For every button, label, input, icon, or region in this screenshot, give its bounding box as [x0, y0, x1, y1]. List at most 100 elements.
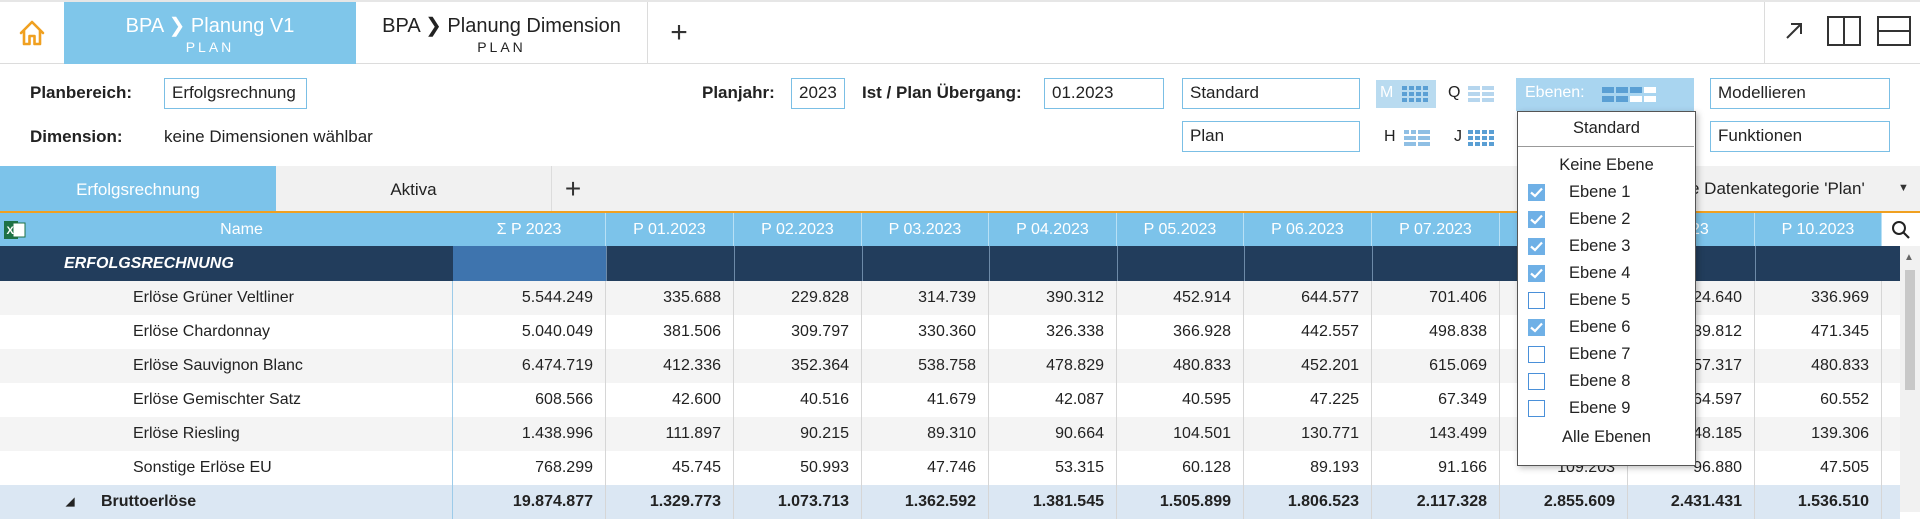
checkbox[interactable]	[1528, 400, 1545, 417]
value-cell[interactable]: 60.552	[1755, 383, 1882, 417]
value-cell[interactable]: 130.771	[1244, 417, 1372, 451]
value-cell[interactable]: 1.073.713	[734, 485, 862, 519]
checkbox[interactable]	[1528, 211, 1545, 228]
column-header-name[interactable]: Name	[30, 213, 453, 246]
column-header-p05[interactable]: P 05.2023	[1117, 213, 1244, 246]
doc-tab-planung-dimension[interactable]: BPA ❯ Planung Dimension PLAN	[356, 2, 648, 64]
value-cell[interactable]: 45.745	[606, 451, 734, 485]
value-cell[interactable]: 478.829	[989, 349, 1117, 383]
value-cell[interactable]: 644.577	[1244, 281, 1372, 315]
value-cell[interactable]: 1.505.899	[1117, 485, 1244, 519]
value-cell[interactable]: 768.299	[453, 451, 606, 485]
value-cell[interactable]: 60.128	[1117, 451, 1244, 485]
planjahr-select[interactable]: 2023	[791, 78, 845, 109]
value-cell[interactable]: 471.345	[1755, 315, 1882, 349]
value-cell[interactable]: 111.897	[606, 417, 734, 451]
collapse-triangle-icon[interactable]: ◢	[66, 496, 75, 508]
ebene-option-6[interactable]: Ebene 6	[1518, 314, 1695, 341]
value-cell[interactable]: 57.317	[1628, 349, 1755, 383]
value-cell[interactable]: 366.928	[1117, 315, 1244, 349]
ebene-option-4[interactable]: Ebene 4	[1518, 260, 1695, 287]
funktionen-button[interactable]: Funktionen	[1710, 121, 1890, 152]
excel-export-icon[interactable]: X	[4, 219, 26, 241]
split-vertical-icon[interactable]	[1827, 16, 1861, 46]
value-cell[interactable]: 608.566	[453, 383, 606, 417]
home-button[interactable]	[0, 2, 64, 64]
value-cell[interactable]: 67.349	[1372, 383, 1500, 417]
dropdown-item-alle-ebenen[interactable]: Alle Ebenen	[1562, 428, 1651, 446]
planbereich-select[interactable]: Erfolgsrechnung	[164, 78, 307, 109]
value-cell[interactable]: 442.557	[1244, 315, 1372, 349]
value-cell[interactable]: 701.406	[1372, 281, 1500, 315]
value-cell[interactable]: 452.914	[1117, 281, 1244, 315]
column-header-p03[interactable]: P 03.2023	[862, 213, 989, 246]
period-half-button[interactable]: H	[1382, 124, 1438, 152]
value-cell[interactable]: 330.360	[862, 315, 989, 349]
value-cell[interactable]: 24.640	[1628, 281, 1755, 315]
value-cell[interactable]: 39.812	[1628, 315, 1755, 349]
value-cell[interactable]: 64.597	[1628, 383, 1755, 417]
value-cell[interactable]: 498.838	[1372, 315, 1500, 349]
value-cell[interactable]: 1.536.510	[1755, 485, 1882, 519]
period-year-button[interactable]: J	[1452, 124, 1508, 152]
value-cell[interactable]: 1.329.773	[606, 485, 734, 519]
ebene-option-5[interactable]: Ebene 5	[1518, 287, 1695, 314]
value-cell[interactable]: 314.739	[862, 281, 989, 315]
value-cell[interactable]: 2.855.609	[1500, 485, 1628, 519]
value-cell[interactable]: 53.315	[989, 451, 1117, 485]
ebene-option-7[interactable]: Ebene 7	[1518, 341, 1695, 368]
value-cell[interactable]: 1.362.592	[862, 485, 989, 519]
column-header-total[interactable]: Σ P 2023	[453, 213, 606, 246]
checkbox[interactable]	[1528, 319, 1545, 336]
column-header-p01[interactable]: P 01.2023	[606, 213, 734, 246]
value-cell[interactable]: 229.828	[734, 281, 862, 315]
value-cell[interactable]: 1.381.545	[989, 485, 1117, 519]
value-cell[interactable]: 41.679	[862, 383, 989, 417]
value-cell[interactable]: 2.117.328	[1372, 485, 1500, 519]
table-search-button[interactable]	[1882, 213, 1920, 246]
value-cell[interactable]: 48.185	[1628, 417, 1755, 451]
period-month-button[interactable]: M	[1376, 80, 1436, 108]
column-header-p04[interactable]: P 04.2023	[989, 213, 1117, 246]
checkbox[interactable]	[1528, 238, 1545, 255]
scrollbar-thumb[interactable]	[1905, 270, 1915, 390]
value-cell[interactable]: 480.833	[1117, 349, 1244, 383]
value-cell[interactable]: 104.501	[1117, 417, 1244, 451]
value-cell[interactable]: 412.336	[606, 349, 734, 383]
value-cell[interactable]: 40.516	[734, 383, 862, 417]
value-cell[interactable]: 381.506	[606, 315, 734, 349]
value-cell[interactable]: 326.338	[989, 315, 1117, 349]
value-cell[interactable]: 89.193	[1244, 451, 1372, 485]
value-cell[interactable]: 47.746	[862, 451, 989, 485]
ebenen-dropdown-button[interactable]: Ebenen:	[1516, 78, 1694, 111]
view-select[interactable]: Standard	[1182, 78, 1360, 109]
uebergang-select[interactable]: 01.2023	[1044, 78, 1164, 109]
value-cell[interactable]: 42.600	[606, 383, 734, 417]
value-cell[interactable]: 480.833	[1755, 349, 1882, 383]
value-cell[interactable]: 5.544.249	[453, 281, 606, 315]
ebene-option-8[interactable]: Ebene 8	[1518, 368, 1695, 395]
value-cell[interactable]: 452.201	[1244, 349, 1372, 383]
value-cell[interactable]: 91.166	[1372, 451, 1500, 485]
ebene-option-1[interactable]: Ebene 1	[1518, 179, 1695, 206]
value-cell[interactable]: 336.969	[1755, 281, 1882, 315]
category-select[interactable]: Plan	[1182, 121, 1360, 152]
checkbox[interactable]	[1528, 373, 1545, 390]
period-quarter-button[interactable]: Q	[1446, 80, 1502, 108]
value-cell[interactable]: 47.505	[1755, 451, 1882, 485]
checkbox[interactable]	[1528, 265, 1545, 282]
value-cell[interactable]: 335.688	[606, 281, 734, 315]
add-document-tab-button[interactable]: +	[670, 16, 688, 49]
value-cell[interactable]: 352.364	[734, 349, 862, 383]
dropdown-item-standard[interactable]: Standard	[1573, 119, 1640, 137]
modellieren-button[interactable]: Modellieren	[1710, 78, 1890, 109]
value-cell[interactable]: 42.087	[989, 383, 1117, 417]
add-sheet-tab-button[interactable]: +	[564, 173, 582, 204]
vertical-scrollbar[interactable]: ▲	[1900, 246, 1920, 512]
value-cell[interactable]: 96.880	[1628, 451, 1755, 485]
value-cell[interactable]: 1.438.996	[453, 417, 606, 451]
column-header-p06[interactable]: P 06.2023	[1244, 213, 1372, 246]
column-header-p07[interactable]: P 07.2023	[1372, 213, 1500, 246]
value-cell[interactable]: 615.069	[1372, 349, 1500, 383]
value-cell[interactable]: 139.306	[1755, 417, 1882, 451]
